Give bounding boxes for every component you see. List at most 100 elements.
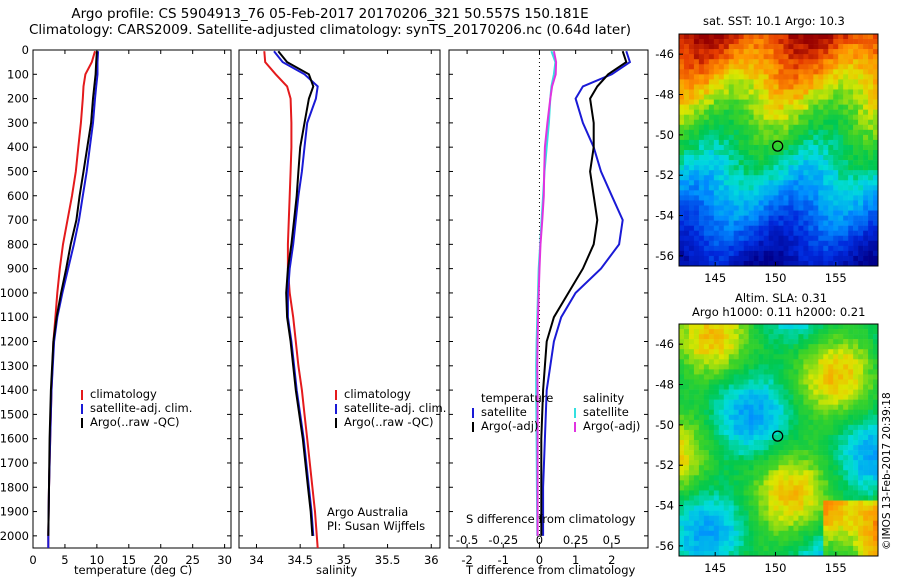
map-cell xyxy=(713,510,720,516)
map-cell xyxy=(863,424,869,431)
map-cell xyxy=(748,344,754,350)
map-cell xyxy=(803,389,809,395)
map-cell xyxy=(803,429,809,436)
map-cell xyxy=(783,495,789,501)
map-cell xyxy=(833,119,839,126)
map-cell xyxy=(703,69,710,75)
map-cell xyxy=(863,545,869,552)
map-cell xyxy=(843,195,849,201)
map-cell xyxy=(818,185,824,191)
map-cell xyxy=(768,160,774,166)
map-cell xyxy=(713,240,720,247)
map-cell xyxy=(683,69,690,75)
map-cell xyxy=(738,344,744,350)
x-tick-label: 25 xyxy=(185,553,200,567)
map-cell xyxy=(693,59,700,65)
map-cell xyxy=(853,414,859,421)
map-cell xyxy=(853,54,859,60)
map-cell xyxy=(828,450,834,456)
map-cell xyxy=(843,550,849,557)
map-cell xyxy=(708,54,715,60)
map-cell xyxy=(773,155,779,161)
map-cell xyxy=(768,379,774,385)
map-cell xyxy=(773,485,779,491)
map-cell xyxy=(848,349,854,355)
map-cell xyxy=(683,165,690,171)
map-cell xyxy=(773,409,779,416)
map-cell xyxy=(863,379,869,385)
map-cell xyxy=(723,364,730,370)
map-cell xyxy=(813,480,819,486)
map-cell xyxy=(798,129,804,136)
map-cell xyxy=(723,525,730,532)
map-cell xyxy=(863,404,869,411)
map-cell xyxy=(773,490,779,496)
map-cell xyxy=(798,515,804,521)
map-cell xyxy=(768,450,774,456)
map-cell xyxy=(688,409,695,416)
map-cell xyxy=(758,220,764,226)
map-cell xyxy=(843,240,849,247)
map-cell xyxy=(868,520,874,527)
map-cell xyxy=(808,429,814,436)
map-cell xyxy=(748,89,754,95)
map-cell xyxy=(688,99,695,105)
map-cell xyxy=(698,155,705,161)
map-cell xyxy=(743,515,749,521)
map-cell xyxy=(803,79,809,85)
map-cell xyxy=(713,505,720,511)
map-cell xyxy=(868,384,874,390)
map-cell xyxy=(823,445,829,451)
map-cell xyxy=(873,104,879,110)
map-cell xyxy=(743,165,749,171)
map-cell xyxy=(763,520,769,527)
map-cell xyxy=(733,175,739,181)
map-cell xyxy=(763,480,769,486)
map-cell xyxy=(763,374,769,380)
map-cell xyxy=(679,414,685,421)
map-cell xyxy=(713,389,720,395)
map-cell xyxy=(848,460,854,466)
map-cell xyxy=(853,195,859,201)
map-cell xyxy=(873,215,879,221)
map-cell xyxy=(798,185,804,191)
map-cell xyxy=(863,215,869,221)
map-cell xyxy=(688,124,695,131)
map-cell xyxy=(768,359,774,365)
map-cell xyxy=(753,74,759,80)
map-cell xyxy=(803,215,809,221)
map-cell xyxy=(808,250,814,257)
map-cell xyxy=(808,530,814,537)
map-cell xyxy=(758,165,764,171)
map-cell xyxy=(818,215,824,221)
map-cell xyxy=(773,515,779,521)
map-cell xyxy=(803,150,809,156)
map-cell xyxy=(743,190,749,196)
map-cell xyxy=(803,155,809,161)
map-cell xyxy=(828,485,834,491)
map-cell xyxy=(788,255,794,262)
map-cell xyxy=(803,44,809,50)
map-cell xyxy=(738,324,744,330)
map-cell xyxy=(823,339,829,345)
map-cell xyxy=(798,475,804,481)
map-cell xyxy=(753,490,759,496)
map-cell xyxy=(723,429,730,436)
map-cell xyxy=(818,200,824,206)
map-cell xyxy=(793,54,799,60)
map-cell xyxy=(693,190,700,196)
map-cell xyxy=(698,230,705,237)
map-cell xyxy=(828,440,834,446)
map-cell xyxy=(683,540,690,547)
map-cell xyxy=(748,39,754,45)
map-cell xyxy=(753,180,759,186)
map-cell xyxy=(768,49,774,55)
map-cell xyxy=(768,349,774,355)
map-cell xyxy=(758,384,764,390)
map-cell xyxy=(798,374,804,380)
map-cell xyxy=(758,230,764,237)
map-cell xyxy=(758,160,764,166)
map-cell xyxy=(828,144,834,151)
map-cell xyxy=(753,84,759,90)
